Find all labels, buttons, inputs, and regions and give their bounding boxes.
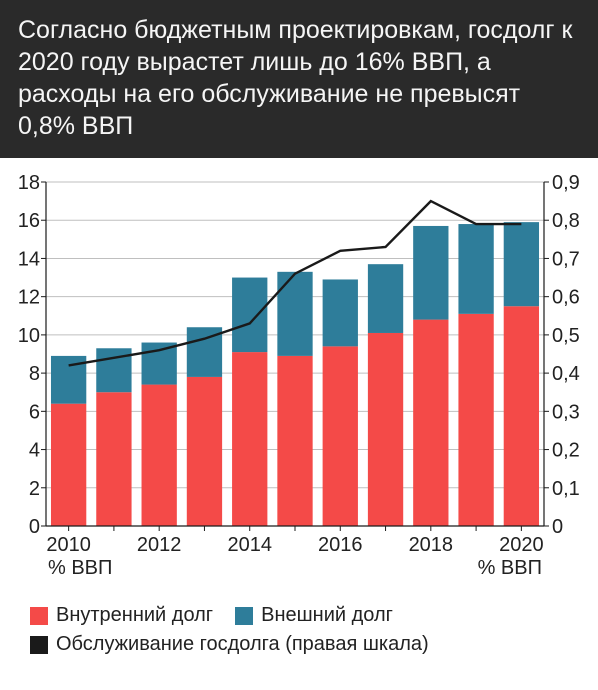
left-tick: 6 [29, 401, 40, 423]
x-tick: 2010 [46, 534, 91, 556]
chart-area: 0 2 4 6 8 10 12 14 16 18 0 0,1 0,2 0,3 0,4 0,5 0,6 0,7 0,8… [0, 158, 598, 598]
right-tick: 0,9 [552, 172, 580, 194]
legend-label-line: Обслуживание госдолга (правая шкала) [56, 633, 429, 656]
legend: Внутренний долг Внешний долг Обслуживани… [0, 598, 598, 670]
left-tick: 0 [29, 516, 40, 538]
x-tick: 2014 [227, 534, 272, 556]
right-tick: 0,8 [552, 210, 580, 232]
legend-label-internal: Внутренний долг [56, 604, 213, 627]
left-tick: 10 [18, 325, 40, 347]
left-tick: 18 [18, 172, 40, 194]
bar-internal [458, 314, 493, 526]
legend-row-1: Внутренний долг Внешний долг [30, 604, 580, 627]
bar-external [413, 226, 448, 320]
right-tick: 0,1 [552, 478, 580, 500]
x-tick: 2012 [137, 534, 182, 556]
bar-internal [96, 392, 131, 526]
bar-external [368, 264, 403, 333]
left-tick: 16 [18, 210, 40, 232]
right-axis-label: % ВВП [478, 557, 542, 579]
x-tick: 2018 [409, 534, 454, 556]
left-tick: 12 [18, 287, 40, 309]
right-tick: 0,2 [552, 440, 580, 462]
legend-internal: Внутренний долг [30, 604, 213, 627]
bar-internal [504, 306, 539, 526]
bar-internal [368, 333, 403, 526]
chart-title: Согласно бюджетным проектировкам, госдол… [18, 16, 572, 140]
right-tick: 0,6 [552, 287, 580, 309]
bar-internal [413, 320, 448, 526]
bar-external [323, 279, 358, 346]
right-tick: 0,7 [552, 248, 580, 270]
bar-internal [277, 356, 312, 526]
legend-swatch-internal [30, 607, 48, 625]
left-tick: 8 [29, 363, 40, 385]
right-tick: 0,5 [552, 325, 580, 347]
right-tick: 0 [552, 516, 563, 538]
x-tick: 2016 [318, 534, 363, 556]
bar-external [277, 272, 312, 356]
legend-label-external: Внешний долг [261, 604, 393, 627]
legend-line: Обслуживание госдолга (правая шкала) [30, 633, 429, 656]
bar-internal [142, 385, 177, 526]
legend-swatch-line [30, 636, 48, 654]
right-tick: 0,4 [552, 363, 580, 385]
chart-svg: 0 2 4 6 8 10 12 14 16 18 0 0,1 0,2 0,3 0,4 0,5 0,6 0,7 0,8… [0, 168, 598, 598]
x-tick: 2020 [499, 534, 544, 556]
right-tick: 0,3 [552, 401, 580, 423]
legend-external: Внешний долг [235, 604, 393, 627]
bar-internal [187, 377, 222, 526]
left-tick: 14 [18, 248, 40, 270]
left-tick: 4 [29, 440, 40, 462]
bar-external [232, 278, 267, 353]
bar-internal [51, 404, 86, 526]
left-tick: 2 [29, 478, 40, 500]
bar-external [142, 343, 177, 385]
chart-header: Согласно бюджетным проектировкам, госдол… [0, 0, 598, 158]
legend-swatch-external [235, 607, 253, 625]
left-axis-label: % ВВП [48, 557, 112, 579]
bar-internal [323, 346, 358, 526]
bar-internal [232, 352, 267, 526]
bar-external [458, 224, 493, 314]
legend-row-2: Обслуживание госдолга (правая шкала) [30, 633, 580, 656]
bar-external [504, 222, 539, 306]
